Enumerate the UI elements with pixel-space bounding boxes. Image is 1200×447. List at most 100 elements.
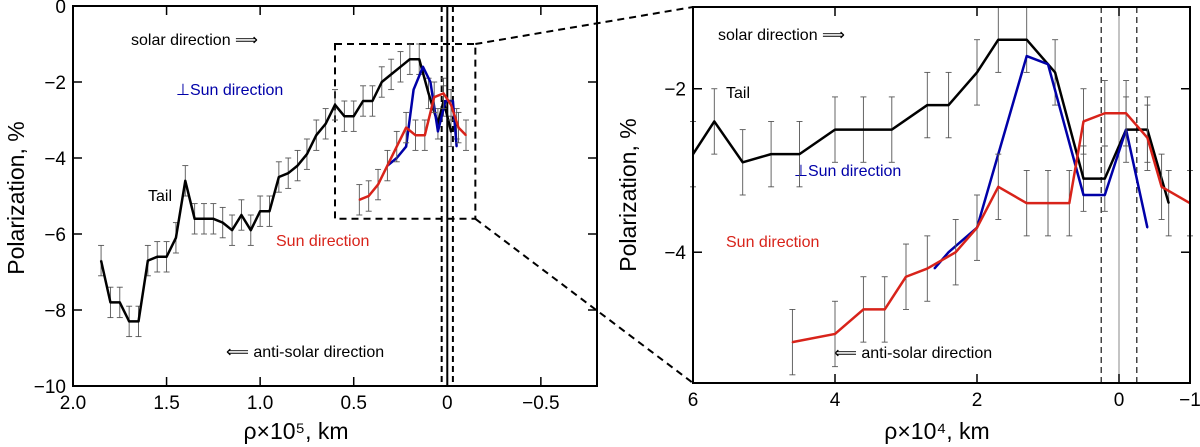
data-point [405,126,407,129]
data-point [334,104,336,106]
y-tick-label: −4 [44,149,66,170]
data-point [287,172,290,174]
data-point [203,218,205,220]
data-point [386,164,389,167]
data-point [1146,226,1149,229]
data-point [358,199,361,201]
data-point [371,100,374,102]
data-point [184,180,187,182]
data-point [997,38,1000,41]
data-point [1160,186,1163,188]
data-point [450,104,452,106]
data-point [997,186,1000,188]
data-point [1025,202,1028,204]
data-point [259,210,261,212]
data-point [947,251,950,254]
x-tick-label: 2 [972,390,983,411]
data-point [240,214,243,216]
data-point [390,73,392,76]
series-line-0 [691,38,1170,204]
data-point [1047,63,1049,66]
plot-frame [692,6,1191,384]
data-point [1082,194,1085,196]
data-point [1104,194,1106,196]
data-point [1047,202,1049,204]
data-point [221,221,224,224]
data-point [296,164,299,167]
data-point [212,218,215,220]
data-point [249,229,252,231]
series-line-0 [99,57,458,323]
data-point [343,115,346,117]
data-point [444,100,447,102]
solar-direction-label: solar direction ⟹ [718,27,845,44]
x-tick-label: 0.5 [341,393,367,414]
data-point [976,71,978,74]
data-point [380,81,383,83]
data-point [306,153,308,155]
data-point [156,255,159,258]
data-point [414,134,417,136]
data-point [1054,71,1056,74]
data-point [395,145,398,148]
data-point [147,259,149,262]
data-point [324,123,327,125]
data-point [268,210,271,212]
data-point [455,145,458,148]
y-tick-label: −6 [44,225,66,246]
x-tick-label: 6 [688,390,699,411]
data-point [315,134,318,136]
data-point [1082,177,1085,180]
perp-sun-direction-label: ⊥Sun direction [794,163,901,180]
x-tick-label: 1.5 [153,393,179,414]
x-tick-label: 0 [1114,390,1125,411]
anti-solar-direction-label: ⟸ anti-solar direction [226,344,384,361]
data-point [926,267,929,270]
perp-sun-direction-label: ⊥Sun direction [176,82,283,99]
data-point [457,126,460,129]
data-point [741,161,744,164]
data-point [976,226,978,229]
y-tick-label: −8 [44,301,66,322]
data-point [427,92,430,95]
data-point [165,255,168,258]
data-point [399,66,402,68]
data-point [791,341,794,343]
data-point [422,66,424,68]
x-tick-label: 1.0 [247,393,273,414]
data-point [1146,136,1149,139]
data-point [437,130,439,133]
data-point [278,176,280,178]
data-point [409,58,411,60]
data-point [1025,38,1028,41]
data-point [798,153,801,155]
x-tick-label: 4 [830,390,841,411]
data-point [834,333,836,335]
data-point [834,128,836,131]
zoom-connector-bottom [474,218,694,384]
data-point [418,58,421,60]
data-point [450,130,452,133]
y-tick-label: 0 [55,0,66,18]
data-point [933,267,936,270]
data-point [405,145,407,148]
data-point [412,88,415,91]
data-point [429,81,432,83]
y-axis-label: Polarization, % [615,118,641,271]
x-axis-label: ρ×10⁵, km [243,418,348,444]
data-point [109,301,112,304]
data-point [891,128,893,131]
y-tick-label: −2 [44,73,66,94]
data-point [1025,55,1028,57]
right-chart: solar direction ⟹ ⟸ anti-solar direction… [615,6,1200,444]
data-point [452,100,454,102]
data-point [352,115,355,117]
data-point [424,134,426,136]
zoom-connectors [474,6,694,384]
data-point [128,320,130,323]
data-point [465,134,467,136]
data-point [100,259,102,262]
x-tick-label: −0.5 [522,393,560,414]
tail-label: Tail [148,188,172,205]
plot-frame [72,5,598,387]
